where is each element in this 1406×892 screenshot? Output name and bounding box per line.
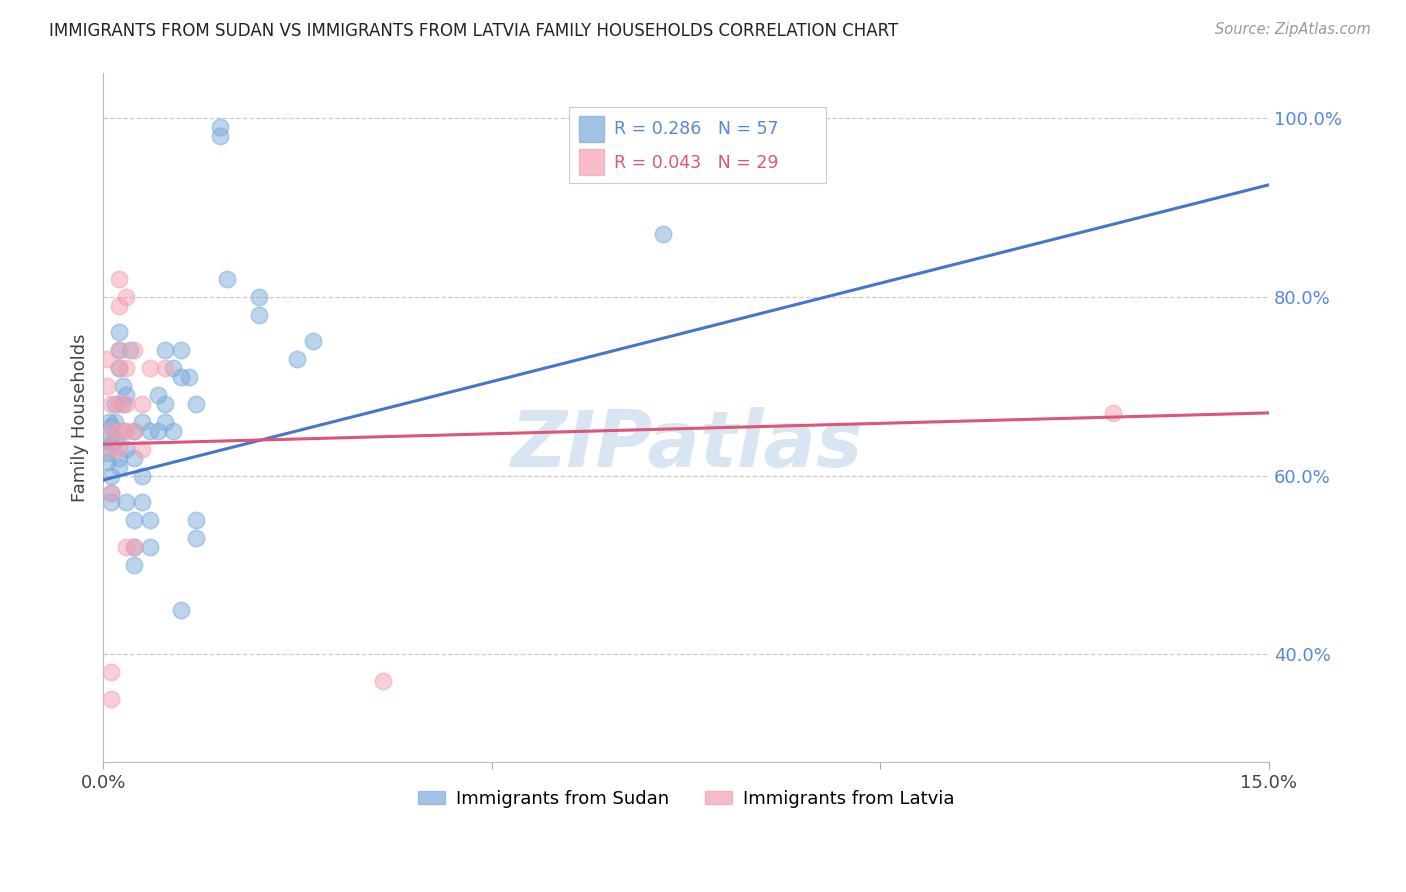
- Point: [96, 379, 118, 393]
- Point: [107, 450, 129, 465]
- Point: [122, 424, 145, 438]
- Point: [302, 334, 325, 349]
- Point: [122, 558, 145, 572]
- Point: [139, 361, 162, 376]
- Y-axis label: Family Households: Family Households: [72, 333, 89, 501]
- Point: [96, 352, 118, 367]
- Point: [111, 397, 134, 411]
- Point: [107, 271, 129, 285]
- Point: [371, 674, 394, 689]
- Point: [107, 343, 129, 358]
- Point: [208, 128, 231, 143]
- Point: [122, 513, 145, 527]
- Point: [100, 437, 122, 451]
- Point: [104, 397, 127, 411]
- Point: [162, 424, 184, 438]
- Bar: [579, 149, 605, 175]
- Point: [120, 343, 142, 358]
- Point: [139, 513, 162, 527]
- Point: [104, 415, 127, 429]
- Point: [107, 442, 129, 456]
- Point: [217, 271, 239, 285]
- Point: [139, 540, 162, 554]
- Point: [131, 397, 153, 411]
- Point: [115, 361, 138, 376]
- Point: [115, 424, 138, 438]
- Bar: [579, 116, 605, 142]
- Point: [177, 370, 200, 384]
- Point: [107, 326, 129, 340]
- Point: [131, 415, 153, 429]
- Point: [115, 495, 138, 509]
- Point: [115, 388, 138, 402]
- Point: [111, 379, 134, 393]
- Point: [651, 227, 673, 241]
- Point: [115, 290, 138, 304]
- Text: R = 0.043   N = 29: R = 0.043 N = 29: [614, 153, 779, 171]
- Text: Source: ZipAtlas.com: Source: ZipAtlas.com: [1215, 22, 1371, 37]
- Point: [104, 433, 127, 447]
- Point: [100, 397, 122, 411]
- Point: [100, 424, 122, 438]
- Point: [96, 446, 118, 460]
- Point: [131, 495, 153, 509]
- Text: R = 0.286   N = 57: R = 0.286 N = 57: [614, 120, 779, 138]
- Point: [155, 343, 177, 358]
- Point: [115, 540, 138, 554]
- Point: [107, 361, 129, 376]
- Legend: Immigrants from Sudan, Immigrants from Latvia: Immigrants from Sudan, Immigrants from L…: [411, 782, 962, 814]
- Point: [111, 424, 134, 438]
- Text: ZIPatlas: ZIPatlas: [510, 407, 862, 483]
- Point: [186, 513, 208, 527]
- Point: [100, 486, 122, 500]
- Point: [131, 468, 153, 483]
- Point: [170, 370, 193, 384]
- Point: [186, 531, 208, 545]
- Point: [155, 415, 177, 429]
- Point: [115, 442, 138, 456]
- Point: [96, 455, 118, 469]
- Point: [139, 424, 162, 438]
- Point: [100, 486, 122, 500]
- Point: [122, 450, 145, 465]
- Point: [131, 442, 153, 456]
- Point: [107, 424, 129, 438]
- Text: IMMIGRANTS FROM SUDAN VS IMMIGRANTS FROM LATVIA FAMILY HOUSEHOLDS CORRELATION CH: IMMIGRANTS FROM SUDAN VS IMMIGRANTS FROM…: [49, 22, 898, 40]
- Point: [107, 343, 129, 358]
- Point: [107, 299, 129, 313]
- Point: [98, 433, 121, 447]
- Point: [155, 397, 177, 411]
- FancyBboxPatch shape: [569, 107, 825, 183]
- Point: [247, 308, 270, 322]
- Point: [98, 415, 121, 429]
- Point: [186, 397, 208, 411]
- Point: [146, 424, 169, 438]
- Point: [162, 361, 184, 376]
- Point: [155, 361, 177, 376]
- Point: [115, 397, 138, 411]
- Point: [1102, 406, 1125, 420]
- Point: [100, 495, 122, 509]
- Point: [122, 424, 145, 438]
- Point: [146, 388, 169, 402]
- Point: [208, 120, 231, 134]
- Point: [100, 665, 122, 680]
- Point: [170, 603, 193, 617]
- Point: [107, 459, 129, 474]
- Point: [122, 343, 145, 358]
- Point: [100, 442, 122, 456]
- Point: [100, 419, 122, 434]
- Point: [100, 468, 122, 483]
- Point: [287, 352, 309, 367]
- Point: [170, 343, 193, 358]
- Point: [122, 540, 145, 554]
- Point: [122, 540, 145, 554]
- Point: [247, 290, 270, 304]
- Point: [107, 361, 129, 376]
- Point: [107, 397, 129, 411]
- Point: [100, 692, 122, 706]
